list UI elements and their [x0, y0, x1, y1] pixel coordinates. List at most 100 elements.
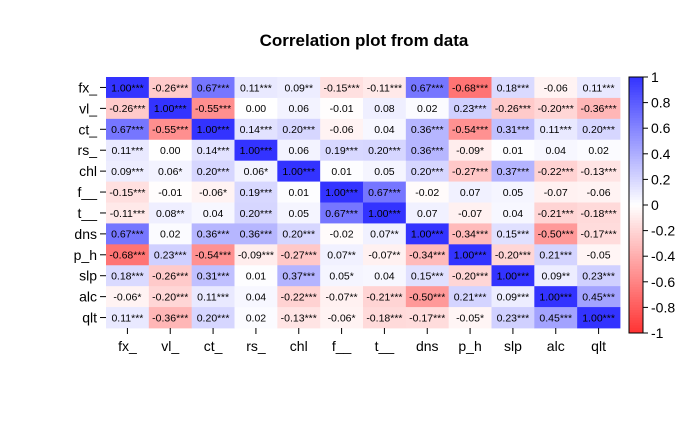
heatmap-cell — [191, 307, 235, 329]
colorbar-segment — [629, 141, 643, 145]
row-label: dns — [74, 226, 97, 242]
colorbar-segment — [629, 146, 643, 150]
colorbar: 1 0.8 0.6 0.4 0.2 0 -0.2 -0.4 -0.6 -0.8 -1 — [628, 69, 675, 341]
colorbar-segment — [629, 243, 643, 247]
heatmap-cell — [148, 202, 193, 224]
cell-value-label: -0.34*** — [409, 250, 445, 262]
colorbar-segment — [629, 286, 643, 290]
cell-value-label: 0.18*** — [111, 271, 144, 283]
cell-value-label: -0.21*** — [538, 208, 574, 220]
cell-value-label: -0.07 — [544, 187, 568, 199]
heatmap-cell — [534, 244, 578, 266]
colorbar-segment — [629, 125, 643, 129]
colorbar-segment — [629, 302, 643, 306]
colorbar-segment — [629, 151, 643, 155]
colorbar-tick-label: 0.2 — [651, 171, 671, 187]
cell-value-label: 0.21*** — [454, 291, 487, 303]
heatmap-cell — [534, 265, 578, 287]
cell-value-label: 0.02 — [246, 312, 267, 324]
heatmap-cell — [277, 77, 321, 99]
cell-value-label: -0.68*** — [452, 82, 488, 94]
heatmap-cell — [191, 265, 235, 287]
heatmap-cell — [191, 77, 235, 99]
heatmap-cell — [320, 307, 364, 329]
colorbar-segment — [629, 84, 643, 88]
heatmap-cell — [148, 77, 193, 99]
heatmap-cell — [491, 181, 535, 203]
heatmap-cell — [363, 160, 407, 182]
heatmap-cell — [577, 265, 621, 287]
heatmap-cell — [277, 244, 321, 266]
heatmap-cell — [191, 202, 235, 224]
cell-value-label: 0.02 — [417, 103, 438, 115]
colorbar-segment — [629, 102, 643, 106]
cell-value-label: -0.26*** — [152, 271, 188, 283]
heatmap-cell — [191, 118, 235, 141]
cell-value-label: -0.21*** — [366, 291, 402, 303]
row-label: chl — [79, 163, 97, 179]
cell-value-label: -0.26*** — [495, 103, 531, 115]
heatmap-cell — [405, 139, 450, 162]
cell-value-label: 0.20*** — [282, 229, 315, 241]
colorbar-segment — [629, 110, 643, 114]
heatmap-cell — [148, 244, 193, 266]
column-label: alc — [547, 338, 565, 354]
colorbar-segment — [629, 148, 643, 152]
heatmap-cell — [320, 202, 364, 224]
heatmap-cell — [491, 244, 535, 266]
cell-value-label: -0.20*** — [538, 103, 574, 115]
heatmap-cell — [363, 97, 407, 120]
heatmap-cell — [106, 286, 150, 308]
heatmap-cell — [148, 223, 193, 245]
heatmap-cell — [448, 97, 492, 120]
heatmap-cell — [277, 202, 321, 224]
heatmap-cell — [534, 97, 578, 120]
cell-value-label: -0.54*** — [452, 124, 488, 136]
colorbar-segment — [629, 297, 643, 301]
cell-value-label: -0.13*** — [580, 166, 616, 178]
heatmap-cell — [405, 307, 450, 329]
colorbar-segment — [629, 281, 643, 285]
heatmap-cell — [148, 97, 193, 120]
colorbar-segment — [629, 92, 643, 96]
heatmap-cell — [534, 181, 578, 203]
cell-value-label: 1.00*** — [154, 103, 187, 115]
heatmap-cell — [577, 160, 621, 182]
cell-value-label: -0.02 — [415, 187, 439, 199]
heatmap-cell — [534, 202, 578, 224]
column-label: p_h — [458, 338, 481, 354]
colorbar-segment — [629, 307, 643, 311]
heatmap-cell — [534, 286, 578, 308]
cell-value-label: -0.20*** — [152, 291, 188, 303]
row-label: vl_ — [79, 100, 97, 116]
colorbar-segment — [629, 100, 643, 104]
cell-value-label: 0.15*** — [411, 271, 444, 283]
cell-value-label: 0.37*** — [282, 271, 315, 283]
colorbar-segment — [629, 258, 643, 262]
heatmap-cells: 1.00*** -0.26*** 0.67*** 0.11*** 0.09** -0.15… — [106, 77, 621, 329]
cell-value-label: 0.06 — [289, 145, 310, 157]
heatmap-cell — [320, 181, 364, 203]
colorbar-segment — [629, 315, 643, 319]
heatmap-cell — [191, 244, 235, 266]
heatmap-cell — [191, 223, 235, 245]
cell-value-label: -0.50*** — [538, 229, 574, 241]
heatmap-cell — [363, 77, 407, 99]
cell-value-label: 0.20*** — [368, 145, 401, 157]
cell-value-label: 0.31*** — [197, 271, 230, 283]
cell-value-label: 0.04 — [503, 208, 524, 220]
heatmap-cell — [534, 160, 578, 182]
colorbar-segment — [629, 207, 643, 211]
colorbar-segment — [629, 274, 643, 278]
heatmap-cell — [234, 223, 278, 245]
heatmap-cell — [106, 77, 150, 99]
heatmap-cell — [534, 118, 578, 141]
row-label: p_h — [74, 247, 97, 263]
cell-value-label: 0.23*** — [582, 271, 615, 283]
cell-value-label: 1.00*** — [368, 208, 401, 220]
colorbar-segment — [629, 89, 643, 93]
cell-value-label: -0.06* — [328, 312, 356, 324]
cell-value-label: -0.68*** — [109, 250, 145, 262]
heatmap-cell — [448, 139, 492, 162]
cell-value-label: 0.07 — [417, 208, 438, 220]
